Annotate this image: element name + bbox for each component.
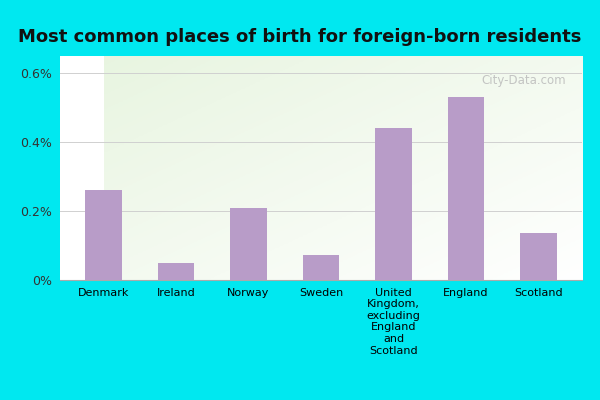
- Bar: [303, 255, 339, 280]
- Bar: [520, 234, 557, 280]
- Bar: [376, 128, 412, 280]
- Bar: [85, 190, 122, 280]
- Text: City-Data.com: City-Data.com: [482, 74, 566, 87]
- Bar: [158, 264, 194, 280]
- Text: Most common places of birth for foreign-born residents: Most common places of birth for foreign-…: [19, 28, 581, 46]
- Bar: [230, 208, 266, 280]
- Bar: [448, 97, 484, 280]
